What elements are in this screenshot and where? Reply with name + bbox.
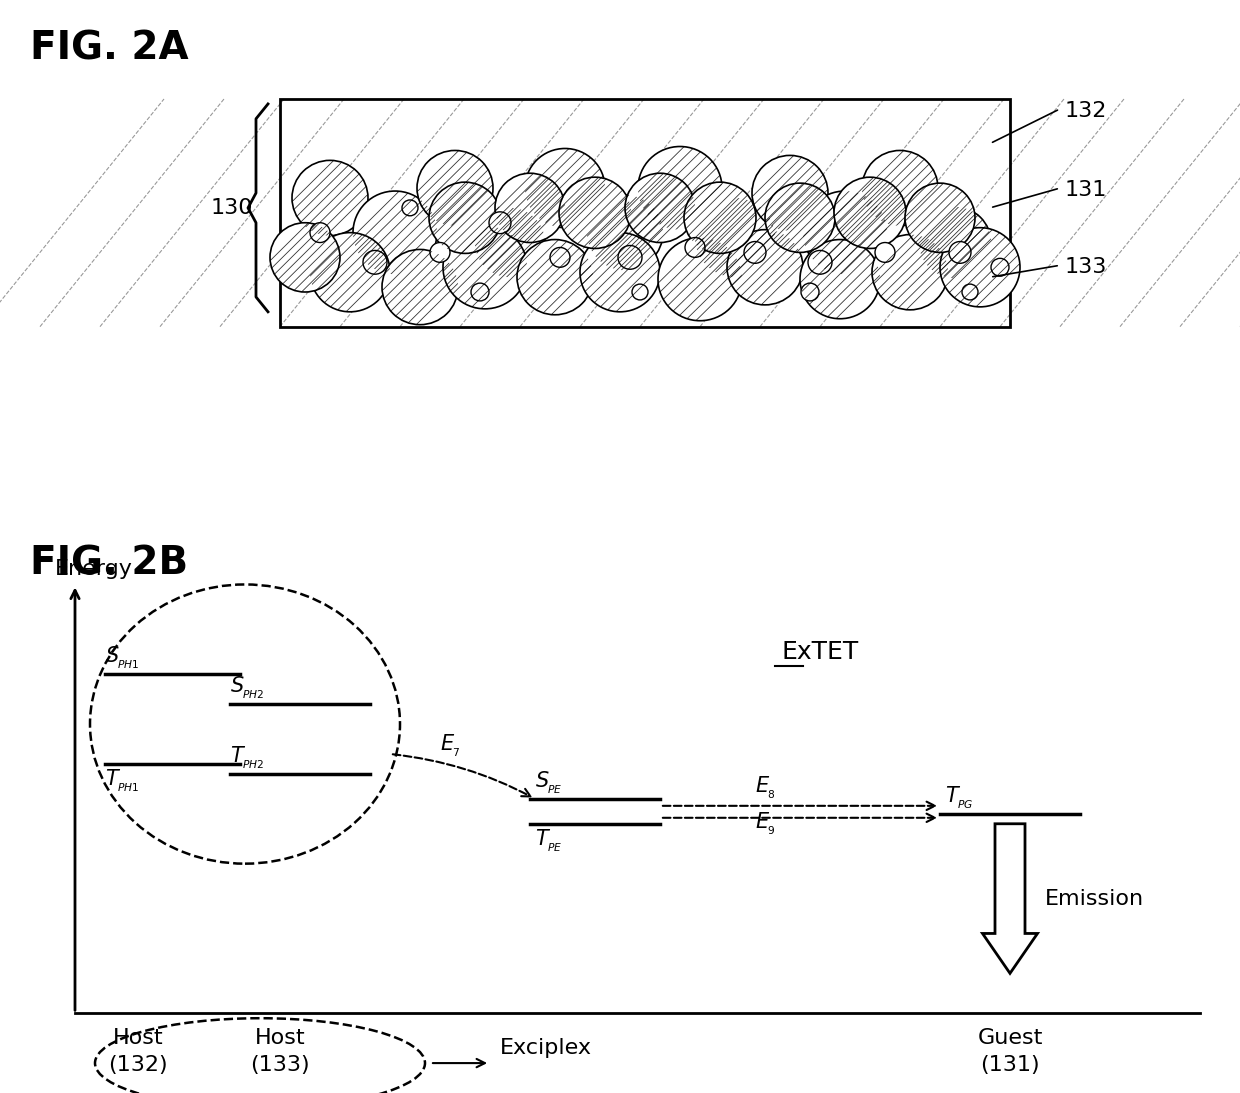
Text: FIG. 2A: FIG. 2A (30, 30, 188, 68)
Text: Exciplex: Exciplex (500, 1038, 591, 1058)
Circle shape (919, 207, 991, 278)
Circle shape (862, 151, 937, 225)
Text: $_{PG}$: $_{PG}$ (957, 796, 973, 811)
Circle shape (353, 191, 436, 274)
Text: (133): (133) (250, 1055, 310, 1076)
Circle shape (310, 233, 391, 312)
Circle shape (310, 223, 330, 243)
Circle shape (800, 239, 880, 319)
Circle shape (694, 198, 775, 278)
Circle shape (625, 173, 694, 243)
Circle shape (443, 225, 527, 309)
Text: ExTET: ExTET (781, 640, 858, 665)
Text: (132): (132) (108, 1055, 167, 1076)
Text: $_{PH1}$: $_{PH1}$ (117, 779, 139, 794)
Circle shape (962, 284, 978, 299)
Circle shape (744, 242, 766, 263)
Text: $S$: $S$ (105, 646, 119, 667)
Circle shape (517, 239, 593, 315)
Text: $_{PH1}$: $_{PH1}$ (117, 656, 139, 671)
Text: 131: 131 (1065, 180, 1107, 200)
Circle shape (495, 173, 565, 243)
Circle shape (402, 200, 418, 215)
Circle shape (382, 249, 458, 325)
Text: $E$: $E$ (755, 812, 770, 832)
Text: 132: 132 (1065, 101, 1107, 121)
Circle shape (639, 146, 722, 230)
Circle shape (291, 161, 368, 236)
Text: $_9$: $_9$ (768, 822, 775, 837)
Text: $_7$: $_7$ (453, 744, 460, 759)
Circle shape (632, 284, 649, 299)
Circle shape (525, 149, 605, 227)
Circle shape (835, 177, 906, 248)
Text: Emission: Emission (1045, 889, 1145, 908)
Circle shape (991, 258, 1009, 277)
Text: $S$: $S$ (534, 771, 549, 791)
Text: Energy: Energy (55, 560, 133, 579)
Text: 130: 130 (211, 198, 253, 218)
Circle shape (875, 243, 895, 262)
Bar (280, 99, 1011, 327)
FancyArrow shape (982, 824, 1038, 974)
Text: $E$: $E$ (755, 776, 770, 796)
Circle shape (430, 243, 450, 262)
Text: $_8$: $_8$ (768, 786, 775, 801)
Circle shape (551, 247, 570, 268)
Text: $T$: $T$ (229, 745, 246, 766)
Circle shape (587, 195, 663, 270)
Text: $_{PH2}$: $_{PH2}$ (242, 756, 264, 771)
Text: $_{PH2}$: $_{PH2}$ (242, 686, 264, 701)
Circle shape (804, 191, 887, 274)
Text: $_{PE}$: $_{PE}$ (547, 838, 562, 854)
Circle shape (727, 230, 804, 305)
Circle shape (618, 246, 642, 269)
Circle shape (940, 227, 1021, 307)
Circle shape (429, 183, 501, 254)
Circle shape (751, 155, 828, 231)
Circle shape (801, 283, 818, 301)
Text: 133: 133 (1065, 257, 1107, 278)
Circle shape (475, 208, 546, 278)
Text: $_{PE}$: $_{PE}$ (547, 780, 562, 796)
Text: Guest: Guest (977, 1029, 1043, 1048)
Circle shape (684, 237, 706, 257)
Circle shape (684, 183, 756, 254)
Circle shape (905, 184, 975, 252)
Circle shape (949, 242, 971, 263)
Text: $T$: $T$ (105, 768, 122, 789)
Circle shape (765, 184, 835, 252)
Circle shape (559, 177, 631, 248)
Text: Host: Host (113, 1029, 164, 1048)
Text: $S$: $S$ (229, 677, 244, 696)
Circle shape (363, 250, 387, 274)
Circle shape (808, 250, 832, 274)
Circle shape (580, 233, 660, 312)
Text: FIG. 2B: FIG. 2B (30, 544, 188, 583)
Circle shape (471, 283, 489, 301)
Text: $T$: $T$ (534, 828, 551, 848)
Text: Host: Host (254, 1029, 305, 1048)
Circle shape (417, 151, 494, 225)
Circle shape (270, 223, 340, 292)
Text: $E$: $E$ (440, 734, 455, 754)
Text: (131): (131) (980, 1055, 1040, 1076)
Circle shape (489, 212, 511, 234)
Circle shape (872, 235, 949, 309)
Circle shape (658, 237, 742, 320)
Text: $T$: $T$ (945, 786, 961, 806)
